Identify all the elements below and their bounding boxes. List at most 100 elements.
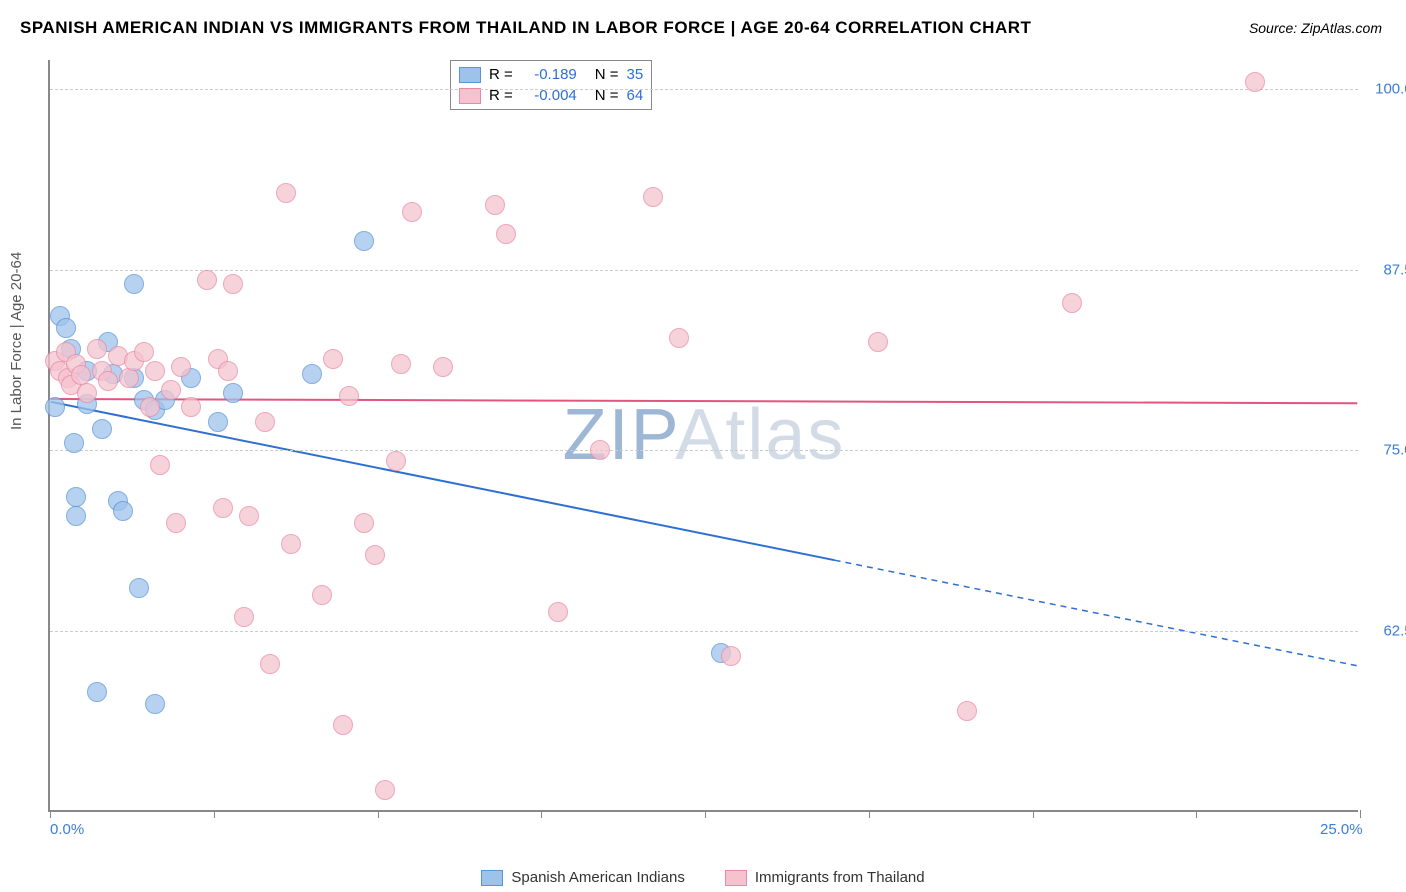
data-point <box>590 440 610 460</box>
data-point <box>255 412 275 432</box>
data-point <box>66 506 86 526</box>
data-point <box>161 380 181 400</box>
data-point <box>150 455 170 475</box>
legend-swatch <box>481 870 503 886</box>
data-point <box>312 585 332 605</box>
y-tick-label: 62.5% <box>1383 623 1406 640</box>
series-legend-item: Immigrants from Thailand <box>725 869 925 886</box>
x-tick <box>378 810 379 818</box>
data-point <box>669 328 689 348</box>
x-tick <box>214 810 215 818</box>
y-tick-label: 75.0% <box>1383 442 1406 459</box>
data-point <box>957 701 977 721</box>
data-point <box>339 386 359 406</box>
chart-title: SPANISH AMERICAN INDIAN VS IMMIGRANTS FR… <box>20 18 1031 38</box>
data-point <box>166 513 186 533</box>
data-point <box>181 397 201 417</box>
watermark: ZIPAtlas <box>563 394 846 476</box>
data-point <box>92 419 112 439</box>
data-point <box>402 202 422 222</box>
gridline <box>50 270 1358 271</box>
legend-r-label: R = <box>489 64 513 85</box>
data-point <box>485 195 505 215</box>
data-point <box>87 339 107 359</box>
y-tick-label: 87.5% <box>1383 261 1406 278</box>
x-tick <box>50 810 51 818</box>
correlation-legend: R =-0.189N =35R =-0.004N =64 <box>450 60 652 110</box>
data-point <box>45 397 65 417</box>
source-attribution: Source: ZipAtlas.com <box>1249 20 1382 36</box>
x-tick <box>541 810 542 818</box>
data-point <box>77 383 97 403</box>
data-point <box>721 646 741 666</box>
gridline <box>50 89 1358 90</box>
data-point <box>145 694 165 714</box>
data-point <box>129 578 149 598</box>
data-point <box>365 545 385 565</box>
series-name: Spanish American Indians <box>511 869 684 886</box>
trend-line-solid <box>51 399 1358 403</box>
x-tick-label: 0.0% <box>50 821 84 838</box>
x-tick <box>1196 810 1197 818</box>
data-point <box>643 187 663 207</box>
series-legend-item: Spanish American Indians <box>481 869 684 886</box>
data-point <box>433 357 453 377</box>
series-legend: Spanish American Indians Immigrants from … <box>0 869 1406 886</box>
data-point <box>281 534 301 554</box>
data-point <box>1245 72 1265 92</box>
legend-swatch <box>459 67 481 83</box>
data-point <box>134 342 154 362</box>
data-point <box>323 349 343 369</box>
legend-n-value: 35 <box>627 64 644 85</box>
data-point <box>302 364 322 384</box>
data-point <box>213 498 233 518</box>
watermark-part-b: Atlas <box>675 395 845 475</box>
data-point <box>375 780 395 800</box>
data-point <box>113 501 133 521</box>
data-point <box>223 274 243 294</box>
data-point <box>276 183 296 203</box>
data-point <box>171 357 191 377</box>
legend-swatch <box>725 870 747 886</box>
data-point <box>56 318 76 338</box>
legend-n-label: N = <box>595 64 619 85</box>
trend-lines <box>50 60 1358 810</box>
x-tick-label: 25.0% <box>1320 821 1363 838</box>
data-point <box>223 383 243 403</box>
data-point <box>391 354 411 374</box>
data-point <box>124 274 144 294</box>
trend-line-solid <box>51 402 835 560</box>
x-tick <box>705 810 706 818</box>
series-name: Immigrants from Thailand <box>755 869 925 886</box>
data-point <box>333 715 353 735</box>
data-point <box>548 602 568 622</box>
data-point <box>218 361 238 381</box>
data-point <box>1062 293 1082 313</box>
data-point <box>197 270 217 290</box>
data-point <box>239 506 259 526</box>
data-point <box>260 654 280 674</box>
data-point <box>354 231 374 251</box>
data-point <box>868 332 888 352</box>
watermark-part-a: ZIP <box>563 395 676 475</box>
x-tick <box>1360 810 1361 818</box>
data-point <box>145 361 165 381</box>
data-point <box>234 607 254 627</box>
x-tick <box>869 810 870 818</box>
data-point <box>98 371 118 391</box>
data-point <box>64 433 84 453</box>
gridline <box>50 631 1358 632</box>
legend-r-value: -0.189 <box>521 64 577 85</box>
data-point <box>354 513 374 533</box>
y-axis-label: In Labor Force | Age 20-64 <box>8 252 25 430</box>
data-point <box>66 487 86 507</box>
data-point <box>386 451 406 471</box>
gridline <box>50 450 1358 451</box>
data-point <box>87 682 107 702</box>
x-tick <box>1033 810 1034 818</box>
data-point <box>496 224 516 244</box>
y-tick-label: 100.0% <box>1375 80 1406 97</box>
data-point <box>140 397 160 417</box>
data-point <box>208 412 228 432</box>
data-point <box>119 368 139 388</box>
